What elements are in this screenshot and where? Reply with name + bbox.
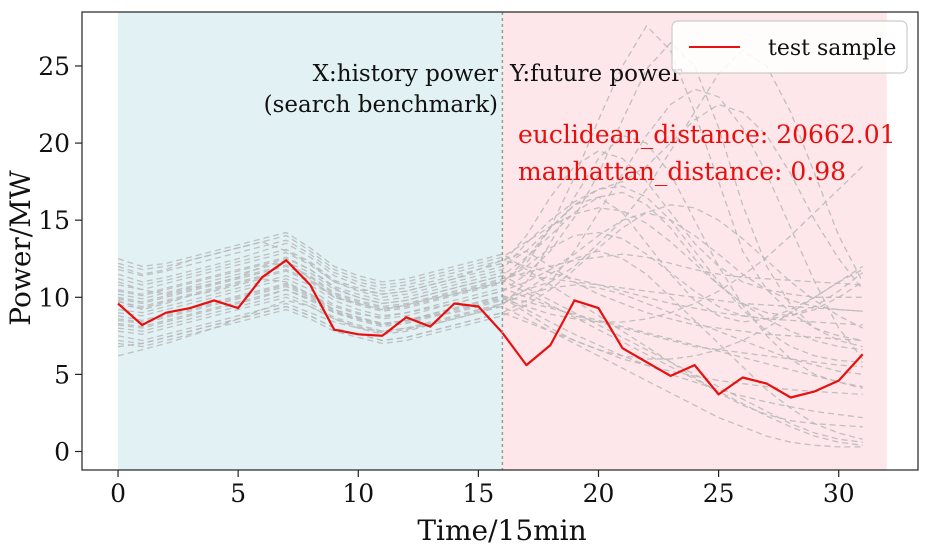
background-series-line: [117, 150, 863, 298]
x-tick-label: 20: [583, 479, 615, 508]
x-tick-label: 0: [110, 479, 126, 508]
background-series-line: [117, 268, 863, 360]
legend-entry-test-sample: test sample: [768, 36, 896, 61]
background-series-line: [117, 196, 864, 323]
background-series-line: [117, 261, 863, 443]
background-series-line: [117, 253, 863, 308]
y-axis: 0 5 10 15 20 25: [38, 52, 82, 466]
future-label: Y:future power: [509, 61, 682, 87]
background-series-line: [117, 41, 863, 348]
background-series-line: [117, 284, 863, 389]
background-series-line: [117, 302, 863, 448]
x-axis: 0 5 10 15 20 25 30: [110, 470, 855, 508]
y-tick-label: 15: [38, 206, 70, 235]
history-sublabel: (search benchmark): [264, 92, 498, 118]
background-series-group: [117, 24, 864, 448]
background-series-line: [117, 185, 863, 363]
background-series-line: [117, 231, 863, 428]
legend-box: [671, 20, 908, 74]
background-series-line: [117, 207, 863, 351]
series-group: [117, 259, 864, 399]
x-tick-label: 5: [230, 479, 246, 508]
background-series-line: [117, 239, 863, 326]
future-region: [502, 12, 887, 470]
background-series-line: [117, 231, 864, 320]
background-series-line: [117, 265, 863, 446]
x-tick-label: 30: [823, 479, 855, 508]
y-axis-title: Power/MW: [4, 170, 37, 326]
x-tick-label: 25: [703, 479, 735, 508]
y-tick-label: 10: [38, 283, 70, 312]
y-tick-label: 0: [54, 437, 70, 466]
x-tick-label: 10: [342, 479, 374, 508]
background-series-line: [117, 258, 863, 312]
background-series-line: [117, 241, 863, 342]
x-axis-title: Time/15min: [417, 514, 586, 547]
background-series-line: [117, 24, 863, 342]
background-series-line: [117, 134, 863, 388]
manhattan-distance-label: manhattan_distance: 0.98: [518, 157, 846, 186]
background-series-line: [117, 250, 863, 440]
history-region: [118, 12, 503, 470]
y-tick-label: 25: [38, 52, 70, 81]
plot-frame: [81, 11, 919, 471]
chart-regions: [118, 12, 887, 470]
y-tick-label: 20: [38, 129, 70, 158]
euclidean-distance-label: euclidean_distance: 20662.01: [518, 120, 896, 149]
background-series-line: [117, 103, 864, 298]
legend: test sample: [671, 20, 908, 74]
y-tick-label: 5: [54, 360, 70, 389]
series-line-test-sample: [117, 259, 864, 399]
history-label: X:history power: [313, 61, 498, 87]
x-tick-label: 15: [462, 479, 494, 508]
